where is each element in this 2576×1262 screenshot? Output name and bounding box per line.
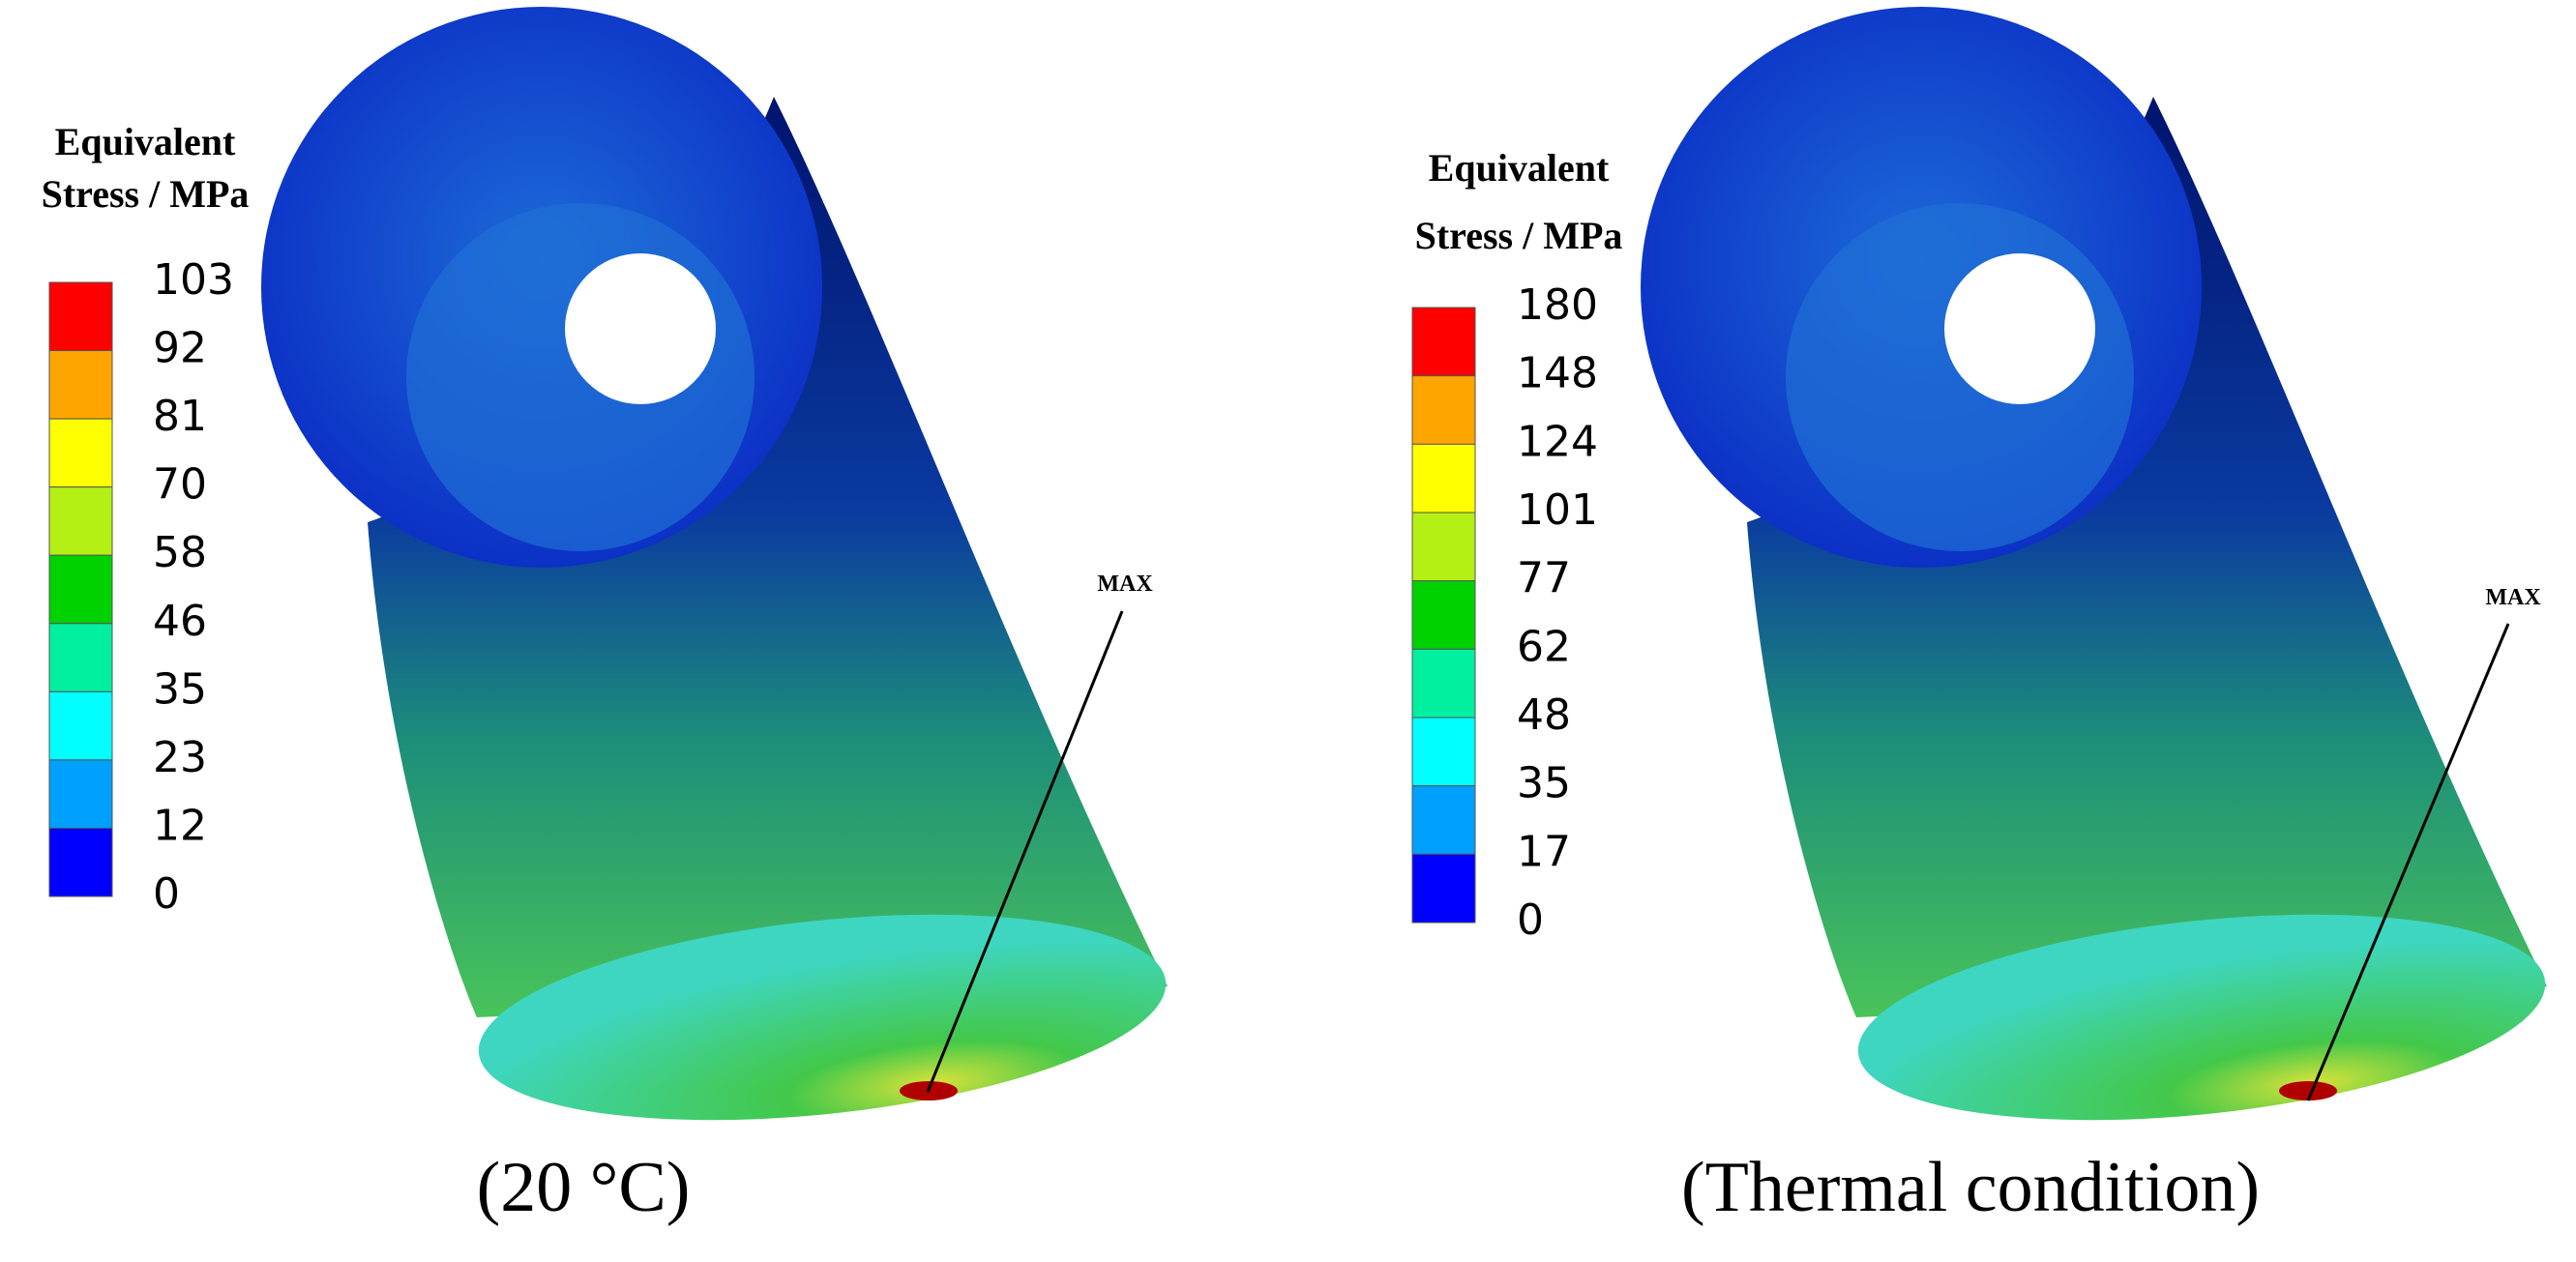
legend-title: Stress / MPa (42, 172, 250, 216)
colorbar-band (48, 281, 113, 352)
pipe-model (261, 7, 1168, 1121)
colorbar-band (48, 827, 113, 897)
colorbar-band (1411, 307, 1476, 377)
colorbar-band (1411, 785, 1476, 855)
flange-inner (1786, 203, 2134, 551)
colorbar-label: 35 (153, 664, 207, 714)
pipe-outlet (478, 914, 1167, 1121)
colorbar-band (48, 623, 113, 692)
caption: (Thermal condition) (1681, 1148, 2260, 1227)
colorbar-band (1411, 443, 1476, 514)
max-leader (926, 610, 1124, 1093)
colorbar-band (1411, 512, 1476, 582)
colorbar-band (1411, 375, 1476, 445)
panel: Equivalent Stress / MPa 180 148 124 101 77 62 48… (1411, 7, 2547, 1227)
colorbar-band (48, 759, 113, 829)
colorbar-label: 23 (153, 733, 207, 782)
colorbar-label: 124 (1517, 417, 1598, 466)
colorbar-label: 81 (153, 392, 207, 441)
legend-title: Equivalent (55, 120, 236, 163)
colorbar-label: 46 (153, 597, 207, 646)
colorbar-band (48, 486, 113, 556)
colorbar-label: 12 (153, 801, 207, 850)
pipe-outlet (1857, 914, 2546, 1121)
colorbar-band (1411, 853, 1476, 924)
flange-hole (565, 253, 716, 404)
panel: Equivalent Stress / MPa 103 92 81 70 58 46 35 23 1… (42, 7, 1168, 1227)
colorbar-band (48, 554, 113, 625)
colorbar-label: 148 (1517, 349, 1598, 398)
colorbar-band (48, 418, 113, 488)
flange-hole (1944, 253, 2095, 404)
max-annotation: MAX (1097, 572, 1153, 597)
colorbar-label: 180 (1517, 280, 1598, 330)
pipe-body (368, 97, 1168, 1017)
pipe-body (1747, 97, 2547, 1017)
max-annotation: MAX (2485, 585, 2541, 610)
hot-spot (2279, 1081, 2337, 1101)
colorbar-label: 62 (1517, 622, 1571, 671)
pipe-model (1641, 7, 2547, 1121)
colorbar-label: 0 (153, 869, 180, 919)
colorbar-band (48, 350, 113, 420)
legend-title: Stress / MPa (1415, 214, 1623, 257)
colorbar-band (1411, 580, 1476, 650)
max-leader (2306, 623, 2510, 1101)
colorbar-label: 48 (1517, 690, 1571, 740)
colorbar-band (1411, 717, 1476, 787)
colorbar-label: 92 (153, 324, 207, 373)
colorbar-band (1411, 648, 1476, 719)
colorbar-label: 35 (1517, 759, 1571, 808)
colorbar-label: 17 (1517, 827, 1571, 876)
colorbar-label: 101 (1517, 485, 1598, 535)
colorbar-label: 70 (153, 460, 207, 510)
colorbar-band (48, 690, 113, 761)
colorbar-label: 77 (1517, 554, 1571, 603)
colorbar-label: 0 (1517, 895, 1544, 945)
legend-title: Equivalent (1429, 146, 1610, 190)
colorbar-label: 58 (153, 528, 207, 577)
colorbar-label: 103 (153, 255, 234, 305)
caption: (20 °C) (477, 1148, 691, 1227)
flange-inner (406, 203, 755, 551)
